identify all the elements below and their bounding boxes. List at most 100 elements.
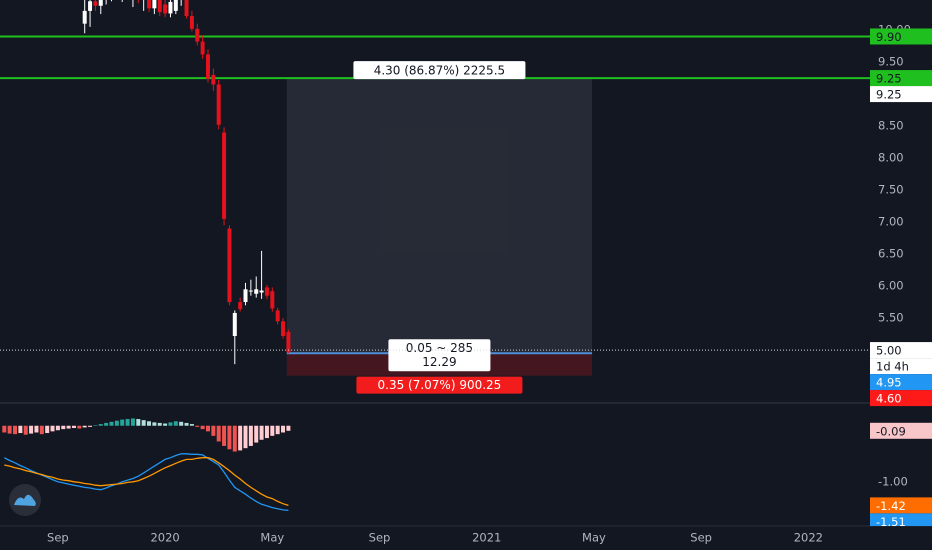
histogram-bar — [211, 425, 216, 436]
price-tag — [870, 28, 932, 45]
candle-body — [248, 290, 253, 292]
y-tick-label: 8.00 — [878, 151, 904, 165]
histogram-bar — [82, 425, 87, 428]
histogram-bar — [13, 425, 18, 435]
histogram-bar — [125, 419, 130, 426]
histogram-bar — [205, 425, 210, 432]
histogram-bar — [254, 425, 259, 443]
countdown-box — [870, 358, 932, 375]
target-label: 4.30 (86.87%) 2225.5 — [374, 64, 505, 78]
histogram-bar — [168, 422, 173, 426]
y-tick-label: 6.50 — [878, 247, 904, 261]
macd-line — [3, 453, 289, 512]
price-tag — [870, 342, 932, 359]
candle-body — [147, 0, 152, 9]
histogram-bar — [77, 425, 82, 429]
histogram-bar — [179, 421, 184, 426]
candle-body — [93, 1, 98, 6]
candle-body — [189, 16, 194, 29]
candle-body — [270, 291, 275, 309]
x-tick-label: Sep — [369, 531, 391, 545]
x-tick-label: 2022 — [794, 531, 823, 545]
histogram-bar — [270, 425, 275, 436]
y-tick-label: 7.00 — [878, 215, 904, 229]
candle-body — [227, 228, 232, 303]
y-tick-label: 9.50 — [878, 55, 904, 69]
histogram-bar — [98, 424, 103, 426]
x-tick-label: Sep — [47, 531, 69, 545]
countdown: 1d 4h — [876, 360, 909, 374]
histogram-bar — [55, 425, 60, 431]
candle-body — [281, 321, 286, 336]
y-tick-label: 8.50 — [878, 119, 904, 133]
candle-body — [98, 0, 103, 6]
price-tag-label: 9.25 — [876, 72, 902, 86]
candle-body — [264, 287, 269, 296]
histogram-bar — [18, 425, 23, 434]
logo[interactable] — [9, 484, 41, 516]
macd-pane — [2, 418, 291, 512]
x-tick-label: Sep — [690, 531, 712, 545]
x-tick-label: May — [582, 531, 606, 545]
histogram-bar — [104, 422, 109, 426]
candle-body — [163, 4, 168, 14]
price-tag-label: 9.90 — [876, 30, 902, 44]
candle-body — [157, 0, 162, 13]
y-tick-label: -1.00 — [878, 474, 908, 488]
histogram-bar — [281, 425, 286, 433]
candle-body — [88, 1, 93, 11]
price-tag-label: 4.95 — [876, 376, 902, 390]
candle-body — [200, 41, 205, 55]
histogram-bar — [259, 425, 264, 440]
y-tick-label: 6.00 — [878, 279, 904, 293]
histogram-bar — [109, 421, 114, 426]
histogram-bar — [157, 422, 162, 426]
candle-body — [195, 28, 200, 42]
candle-body — [259, 290, 264, 293]
histogram-bar — [136, 419, 141, 426]
y-tick-label: 7.50 — [878, 183, 904, 197]
candle-body — [232, 312, 237, 336]
histogram-bar — [50, 425, 55, 432]
candle-body — [211, 74, 216, 85]
histogram-bar — [216, 425, 221, 442]
price-tag-label: 9.25 — [876, 88, 902, 102]
histogram-bar — [227, 425, 232, 450]
histogram-bar — [189, 424, 194, 426]
candle-body — [184, 0, 189, 17]
histogram-bar — [141, 420, 146, 426]
histogram-bar — [39, 425, 44, 435]
x-tick-label: 2020 — [150, 531, 179, 545]
histogram-bar — [130, 418, 135, 426]
price-tag-label: 4.60 — [876, 392, 902, 406]
macd-line — [4, 457, 289, 507]
price-tag — [870, 497, 932, 514]
time-axis: Sep 2020 May Sep 2021 May Sep 2022 — [47, 531, 823, 545]
target-zone — [286, 78, 593, 354]
candle-body — [243, 289, 248, 303]
price-tag-label: -1.42 — [876, 499, 906, 513]
histogram-bar — [200, 425, 205, 430]
histogram-bar — [152, 422, 157, 426]
candle-body — [173, 0, 178, 11]
histogram-bar — [2, 425, 7, 433]
histogram-bar — [29, 425, 34, 434]
histogram-bar — [222, 425, 227, 446]
histogram-bar — [45, 425, 50, 434]
histogram-bar — [7, 425, 12, 434]
histogram-bar — [248, 425, 253, 446]
candle-body — [254, 289, 259, 294]
price-tag — [870, 374, 932, 391]
candle-body — [216, 84, 221, 125]
price-tag — [870, 70, 932, 87]
candle-body — [152, 0, 157, 9]
y-tick-label: 5.50 — [878, 311, 904, 325]
price-axis: 5.005.506.006.507.007.508.008.509.009.50… — [870, 23, 932, 526]
candle-body — [286, 332, 291, 352]
candle-body — [275, 310, 280, 322]
entry-label: 12.29 — [422, 355, 456, 369]
histogram-bar — [66, 425, 71, 429]
histogram-bar — [61, 425, 66, 430]
